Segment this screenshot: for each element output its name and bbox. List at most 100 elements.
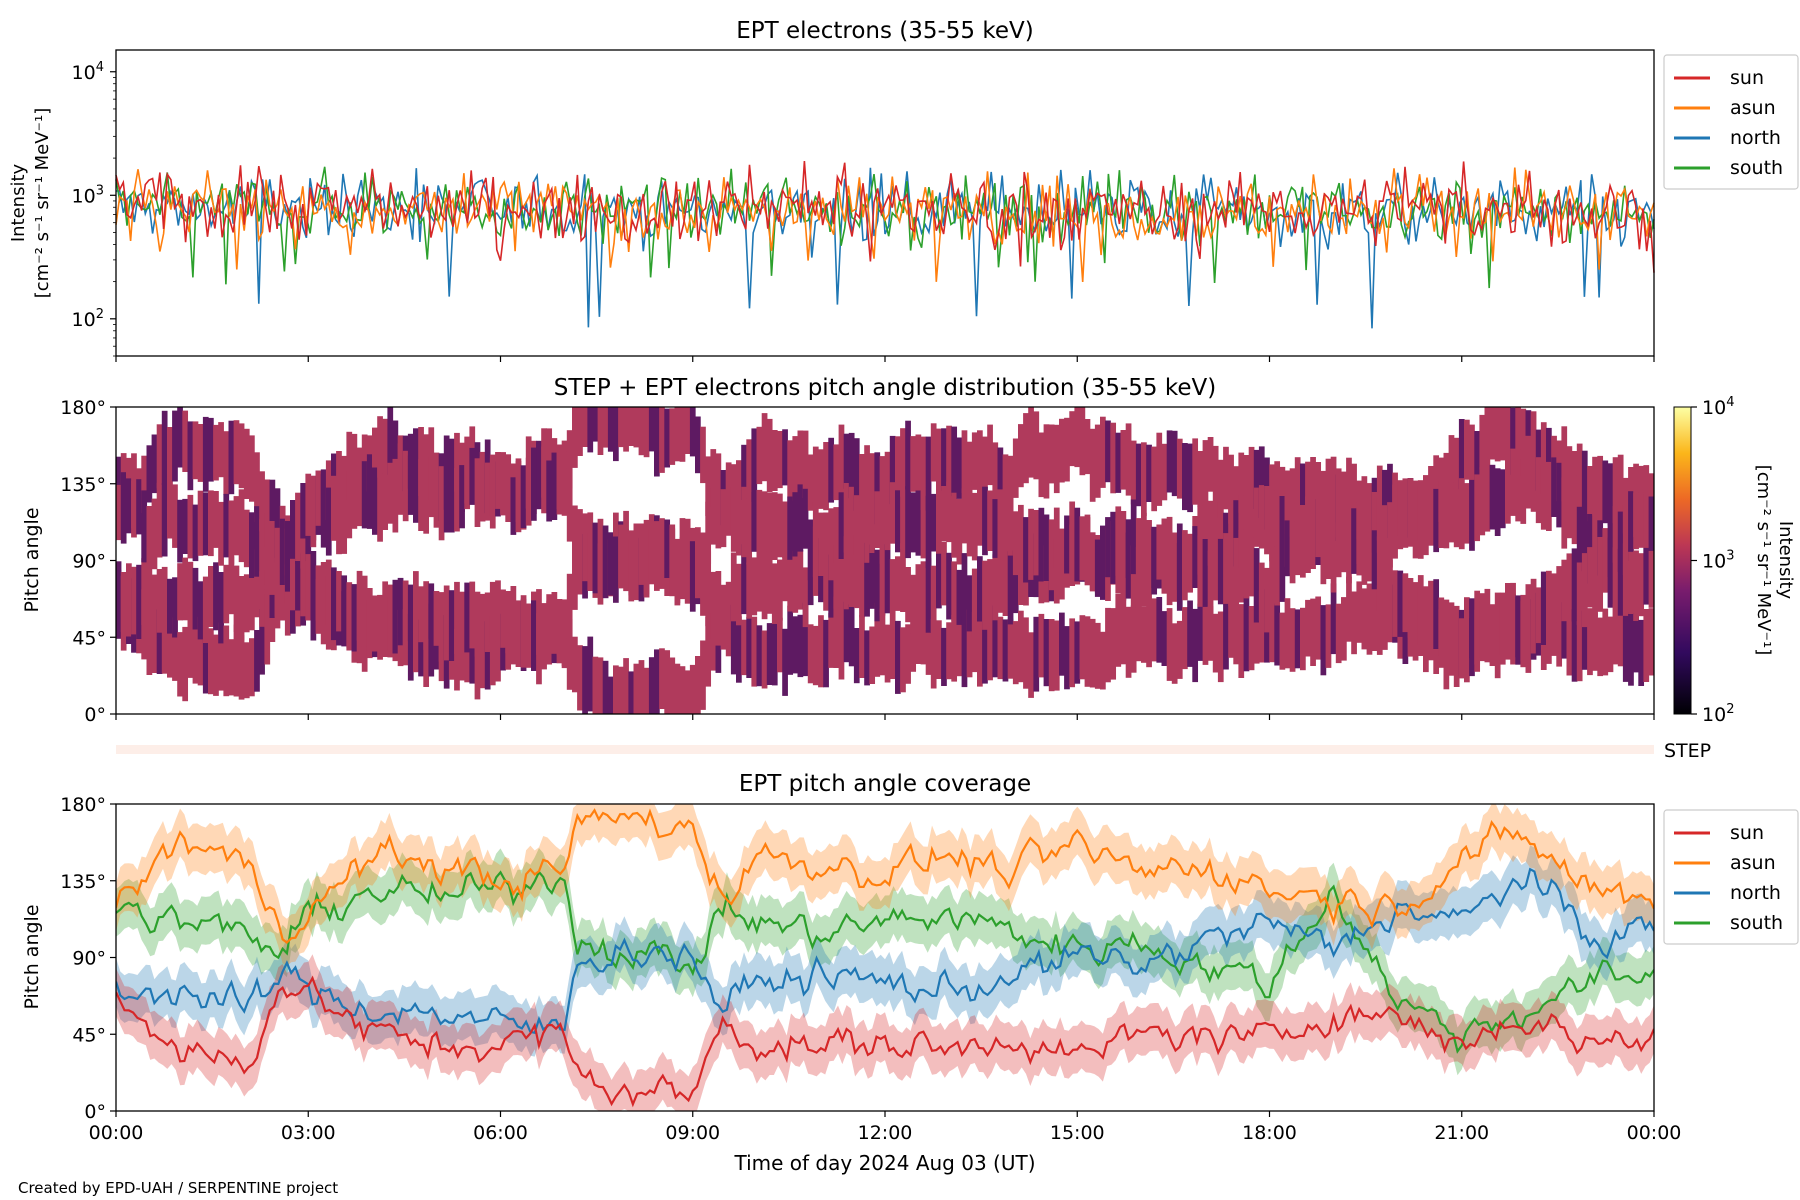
pad-cell xyxy=(1628,612,1634,686)
pad-cell xyxy=(1643,609,1650,682)
pad-cell xyxy=(607,676,614,714)
pad-cell xyxy=(766,549,773,614)
pad-cell xyxy=(669,408,676,465)
pad-cell xyxy=(1479,467,1486,536)
pad-cell xyxy=(151,498,158,570)
pad-cell xyxy=(597,518,604,591)
pad-cell xyxy=(1617,454,1624,518)
pad-cell xyxy=(1633,613,1639,673)
pad-cell xyxy=(126,563,132,637)
pad-cell xyxy=(1115,432,1122,493)
y-tick-label: 180° xyxy=(60,397,106,419)
pad-cell xyxy=(1448,482,1455,543)
pad-cell xyxy=(1305,461,1311,527)
intensity-x-ticks xyxy=(115,356,1655,362)
pad-cell xyxy=(500,589,506,648)
pad-cell xyxy=(910,436,917,492)
pad-cell xyxy=(597,407,604,455)
pad-cell xyxy=(1489,407,1496,460)
pad-cell xyxy=(1156,597,1163,663)
pad-cell xyxy=(1617,548,1624,616)
y-tick-label: 102 xyxy=(72,307,104,331)
pad-cell xyxy=(925,495,932,568)
pad-cell xyxy=(1120,430,1127,490)
pad-cell xyxy=(833,545,840,609)
pad-cell xyxy=(1012,511,1019,576)
pad-cell xyxy=(1469,424,1475,498)
pad-cell xyxy=(1356,581,1363,643)
pad-cell xyxy=(1499,407,1506,461)
pad-cell xyxy=(1330,523,1337,593)
pad-cell xyxy=(633,663,640,714)
pad-cell xyxy=(848,547,855,607)
pad-cell xyxy=(1197,603,1204,661)
pad-cell xyxy=(213,424,219,481)
pad-cell xyxy=(777,617,783,673)
pad-cell xyxy=(310,485,317,548)
pad-cell xyxy=(1156,432,1163,506)
pad-cell xyxy=(895,620,901,694)
pad-cell xyxy=(1520,601,1527,661)
pad-cell xyxy=(915,608,922,664)
pad-cell xyxy=(1597,537,1604,612)
pad-cell xyxy=(1520,408,1527,476)
pad-cell xyxy=(1043,424,1050,499)
pad-panel-title: STEP + EPT electrons pitch angle distrib… xyxy=(554,375,1216,401)
pad-cell xyxy=(1607,537,1614,608)
pad-cell xyxy=(505,591,512,654)
pad-cell xyxy=(1428,580,1434,644)
pad-cell xyxy=(1130,545,1137,608)
pad-cell xyxy=(751,428,758,502)
pad-cell xyxy=(1089,534,1096,591)
pad-cell xyxy=(1335,468,1342,538)
pad-cell xyxy=(300,552,307,617)
pad-cell xyxy=(1510,448,1516,516)
pad-cell xyxy=(823,442,829,511)
pad-cell xyxy=(930,423,937,482)
pad-cell xyxy=(869,453,876,521)
pad-cell xyxy=(977,430,983,493)
pad-cell xyxy=(366,588,373,656)
step-strip-label: STEP xyxy=(1664,740,1711,762)
pad-cell xyxy=(1382,505,1388,561)
pad-cell xyxy=(956,437,963,499)
pad-cell xyxy=(361,575,368,647)
pad-cell xyxy=(1458,419,1465,490)
pad-cell xyxy=(489,581,496,643)
pad-cell xyxy=(1217,502,1224,570)
pad-cell xyxy=(372,427,378,491)
pad-cell xyxy=(1515,597,1522,658)
pad-cell xyxy=(648,657,655,714)
pad-cell xyxy=(966,441,973,514)
pad-cell xyxy=(771,563,778,624)
pad-cell xyxy=(1002,498,1009,558)
coverage-band-asun xyxy=(116,804,1654,967)
pad-cell xyxy=(1043,514,1050,581)
pad-cell xyxy=(1217,459,1224,518)
pad-cell xyxy=(777,493,783,558)
pad-cell xyxy=(941,627,947,686)
pad-cell xyxy=(541,603,547,662)
pad-cell xyxy=(900,428,906,497)
pad-cell xyxy=(679,666,686,714)
pad-cell xyxy=(1628,491,1634,561)
pad-cell xyxy=(1330,583,1337,655)
pad-cell xyxy=(1007,494,1014,556)
pad-cell xyxy=(1407,478,1414,547)
pad-cell xyxy=(1428,489,1434,546)
pad-cell xyxy=(428,583,435,639)
pad-cell xyxy=(859,546,865,618)
pad-cell xyxy=(541,446,547,514)
coverage-panel-title: EPT pitch angle coverage xyxy=(739,771,1031,797)
pad-cell xyxy=(920,487,927,559)
pad-cell xyxy=(1397,480,1404,536)
pad-cell xyxy=(1217,611,1224,683)
pad-cell xyxy=(761,413,768,482)
pad-cell xyxy=(1320,605,1327,676)
pad-cell xyxy=(1223,533,1229,604)
pad-cell xyxy=(1253,487,1260,547)
pad-cell xyxy=(1033,616,1040,692)
pad-cell xyxy=(577,645,583,711)
pad-cell xyxy=(192,609,199,684)
pad-cell xyxy=(1120,511,1127,583)
